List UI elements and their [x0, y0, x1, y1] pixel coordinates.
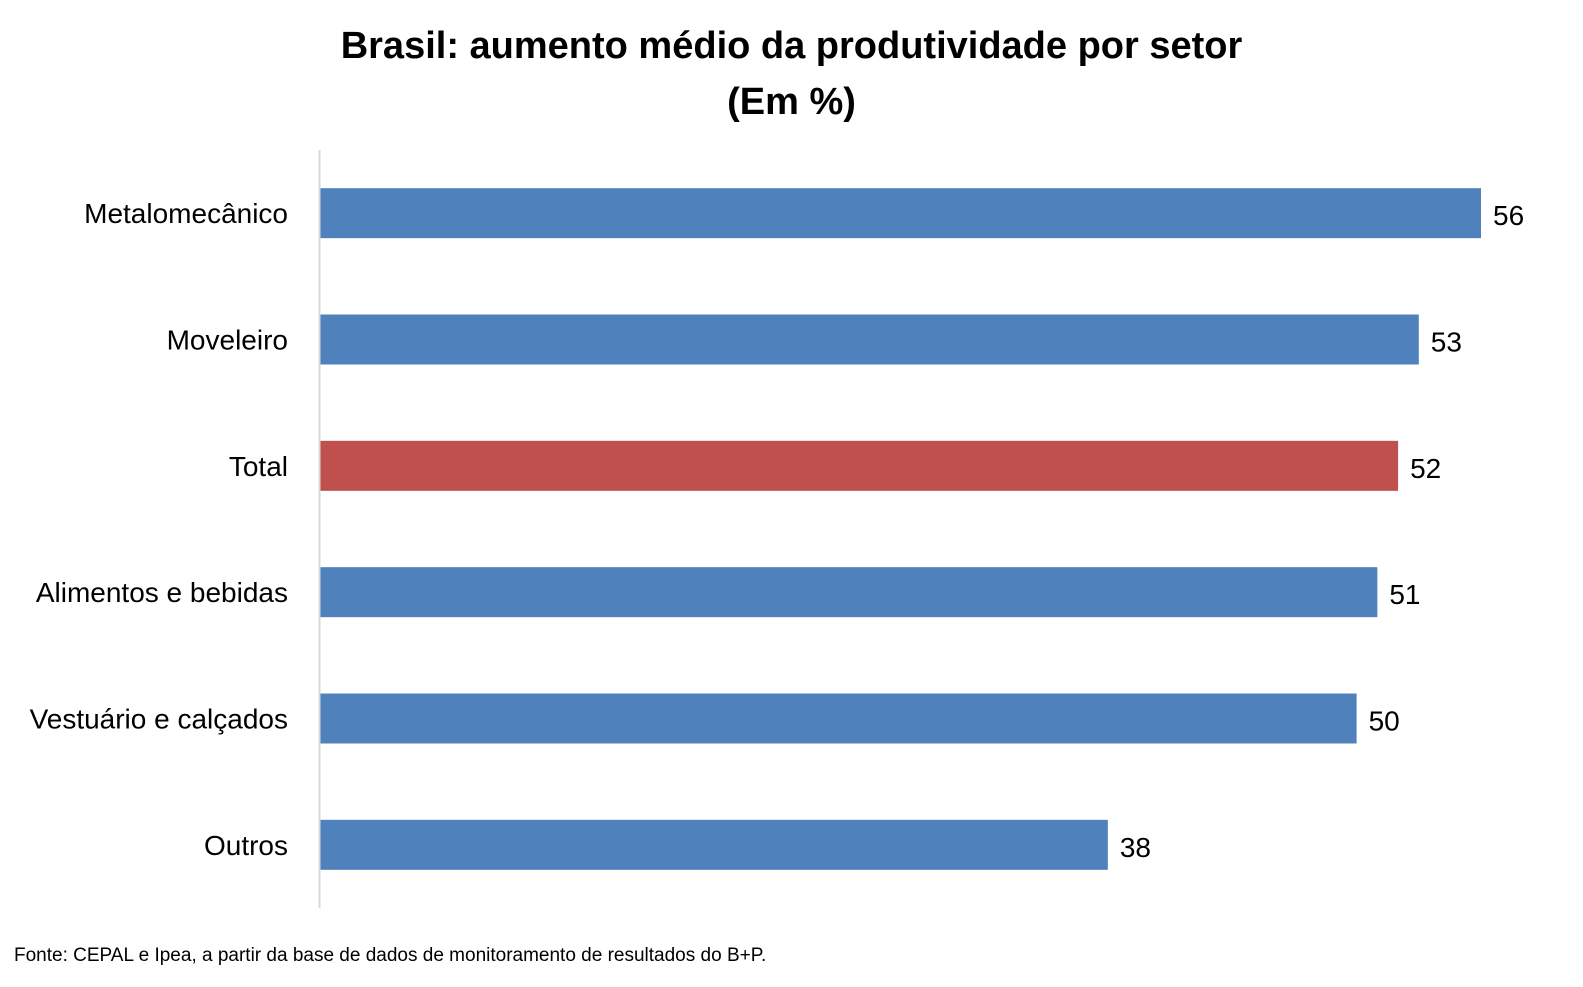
bar-moveleiro — [320, 314, 1419, 365]
value-label-metalomecanico: 56 — [1493, 200, 1524, 231]
value-label-total: 52 — [1410, 453, 1441, 484]
source-note: Fonte: CEPAL e Ipea, a partir da base de… — [14, 945, 767, 966]
bar-outros — [320, 819, 1108, 870]
value-label-outros: 38 — [1120, 832, 1151, 863]
value-label-moveleiro: 53 — [1431, 327, 1462, 358]
value-label-vestuario-e-calcados: 50 — [1369, 706, 1400, 737]
category-label-alimentos-e-bebidas: Alimentos e bebidas — [36, 577, 288, 608]
chart-subtitle: (Em %) — [727, 81, 856, 123]
category-label-outros: Outros — [204, 830, 288, 861]
category-label-vestuario-e-calcados: Vestuário e calçados — [30, 704, 288, 735]
category-label-moveleiro: Moveleiro — [167, 325, 288, 356]
bar-vestuario-e-calcados — [320, 693, 1357, 744]
chart-title: Brasil: aumento médio da produtividade p… — [340, 25, 1243, 67]
bar-metalomecanico — [320, 188, 1481, 239]
bar-total — [320, 440, 1399, 491]
bar-alimentos-e-bebidas — [320, 567, 1378, 618]
category-label-total: Total — [229, 451, 288, 482]
value-label-alimentos-e-bebidas: 51 — [1389, 579, 1420, 610]
category-label-metalomecanico: Metalomecânico — [84, 198, 288, 229]
